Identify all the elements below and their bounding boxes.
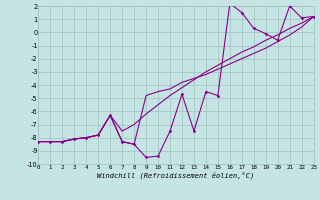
X-axis label: Windchill (Refroidissement éolien,°C): Windchill (Refroidissement éolien,°C) <box>97 171 255 179</box>
